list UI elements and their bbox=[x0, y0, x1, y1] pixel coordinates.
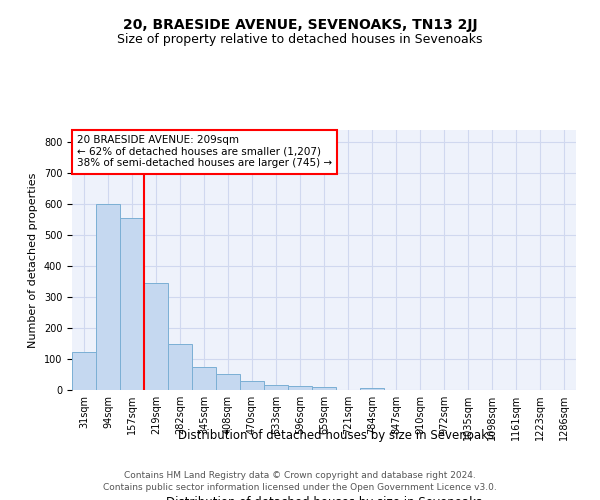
Y-axis label: Number of detached properties: Number of detached properties bbox=[28, 172, 38, 348]
Text: 20, BRAESIDE AVENUE, SEVENOAKS, TN13 2JJ: 20, BRAESIDE AVENUE, SEVENOAKS, TN13 2JJ bbox=[122, 18, 478, 32]
Text: Contains public sector information licensed under the Open Government Licence v3: Contains public sector information licen… bbox=[103, 484, 497, 492]
Bar bbox=[216, 374, 240, 390]
X-axis label: Distribution of detached houses by size in Sevenoaks: Distribution of detached houses by size … bbox=[166, 496, 482, 500]
Bar bbox=[120, 218, 144, 390]
Text: Distribution of detached houses by size in Sevenoaks: Distribution of detached houses by size … bbox=[178, 428, 494, 442]
Bar bbox=[96, 204, 120, 390]
Bar bbox=[144, 283, 168, 390]
Bar bbox=[168, 344, 192, 390]
Bar bbox=[288, 386, 312, 390]
Text: Size of property relative to detached houses in Sevenoaks: Size of property relative to detached ho… bbox=[117, 32, 483, 46]
Bar bbox=[360, 388, 384, 390]
Text: 20 BRAESIDE AVENUE: 209sqm
← 62% of detached houses are smaller (1,207)
38% of s: 20 BRAESIDE AVENUE: 209sqm ← 62% of deta… bbox=[77, 135, 332, 168]
Bar bbox=[72, 352, 96, 390]
Bar bbox=[312, 387, 336, 390]
Text: Contains HM Land Registry data © Crown copyright and database right 2024.: Contains HM Land Registry data © Crown c… bbox=[124, 471, 476, 480]
Bar bbox=[264, 386, 288, 390]
Bar bbox=[240, 380, 264, 390]
Bar bbox=[192, 367, 216, 390]
